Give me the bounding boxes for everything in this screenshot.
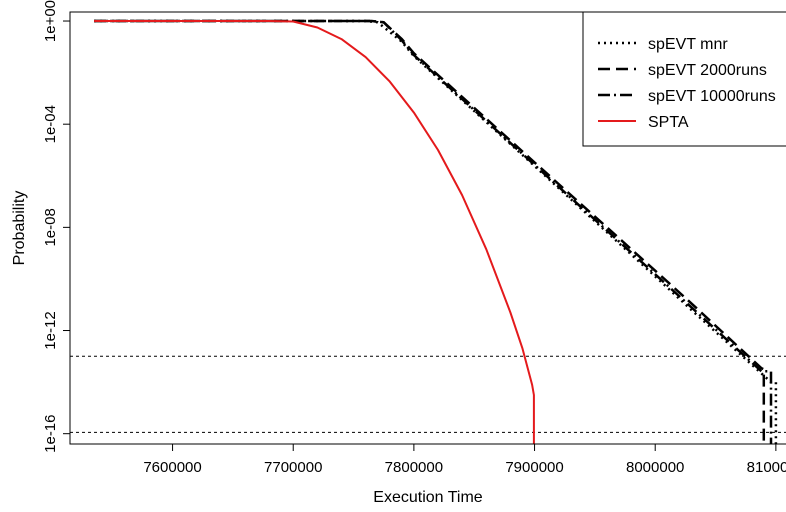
legend: spEVT mnr spEVT 2000runs spEVT 10000runs SP… [582,11,786,147]
x-tick-label: 7700000 [264,459,322,476]
y-tick-label: 1e-16 [42,414,59,452]
y-axis-title: Probability [11,191,28,266]
legend-label-3: spEVT 10000runs [648,88,776,105]
x-axis-title: Execution Time [373,489,482,506]
y-tick-label: 1e-08 [42,208,59,246]
x-tick-label: 7600000 [143,459,201,476]
x-tick-label: 7800000 [385,459,443,476]
plot-frame [69,11,786,445]
legend-label-1: spEVT mnr [648,36,728,53]
x-tick-label: 7900000 [505,459,563,476]
legend-label-4: SPTA [648,114,689,131]
legend-label-2: spEVT 2000runs [648,62,767,79]
y-tick-label: 1e-04 [42,105,59,143]
series-line-4 [94,20,535,444]
x-tick-label: 8000000 [626,459,684,476]
y-tick-label: 1e-12 [42,311,59,349]
series-line-2 [94,19,766,444]
legend-box [582,11,786,147]
x-tick-label: 8100000 [747,459,786,476]
y-tick-label: 1e+00 [42,0,59,42]
